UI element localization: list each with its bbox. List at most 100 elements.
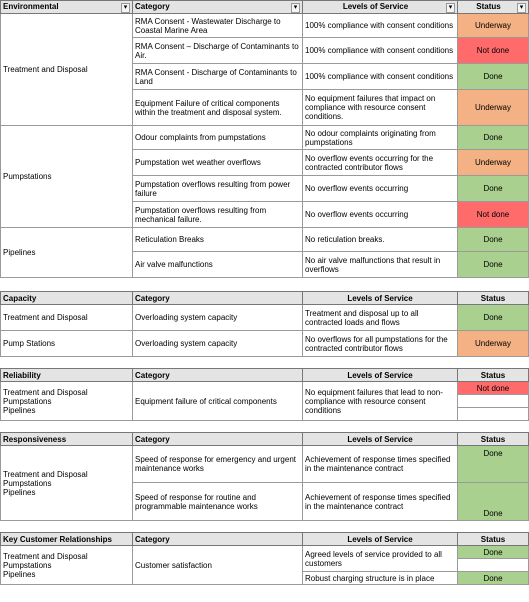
los-header: Levels of Service	[302, 368, 458, 382]
category-cell: Customer satisfaction	[132, 545, 303, 585]
environmental-title[interactable]: Environmental ▾	[0, 0, 133, 14]
table-row: Air valve malfunctions No air valve malf…	[1, 251, 529, 278]
group-pipelines: Pipelines	[0, 227, 133, 278]
los-cell: Treatment and disposal up to all contrac…	[302, 304, 458, 331]
capacity-title: Capacity	[0, 291, 133, 305]
responsiveness-header-row: Responsiveness Category Levels of Servic…	[0, 432, 529, 446]
spacer-row	[1, 421, 529, 433]
category-cell: Pumpstation overflows resulting from mec…	[132, 201, 303, 228]
table-row: Treatment and Disposal Pumpstations Pipe…	[0, 445, 529, 521]
table-row: Robust charging structure is in place Do…	[1, 571, 529, 585]
table-row: Treatment and Disposal RMA Consent - Was…	[0, 13, 529, 126]
category-cell: Reticulation Breaks	[132, 227, 303, 252]
category-cell: RMA Consent - Wastewater Discharge to Co…	[132, 13, 303, 38]
table-row: Pumpstations Odour complaints from pumps…	[0, 125, 529, 228]
los-header: Levels of Service	[302, 432, 458, 446]
area-list: Treatment and Disposal Pumpstations Pipe…	[0, 381, 133, 421]
spreadsheet: Environmental ▾ Category ▾ Levels of Servi…	[0, 0, 529, 585]
area-cell: Pump Stations	[0, 330, 133, 357]
capacity-header-row: Capacity Category Levels of Service Stat…	[0, 291, 529, 305]
spacer-row	[1, 521, 529, 533]
category-header: Category	[132, 532, 303, 546]
status-header: Status	[457, 291, 529, 305]
dropdown-filter-icon[interactable]: ▾	[517, 2, 526, 13]
category-cell: Speed of response for emergency and urge…	[132, 445, 303, 483]
area-item: Pumpstations	[3, 396, 52, 406]
status-badge: Not done	[457, 37, 529, 64]
table-row: Pump Stations Overloading system capacit…	[0, 330, 529, 357]
group-treatment: Treatment and Disposal	[0, 13, 133, 126]
table-row: Pipelines Reticulation Breaks No reticul…	[0, 227, 529, 278]
status-badge: Not done	[457, 381, 529, 395]
status-badge: Done	[457, 571, 529, 585]
area-item: Pumpstations	[3, 560, 52, 570]
status-badge: Underway	[457, 13, 529, 38]
customer-header-row: Key Customer Relationships Category Leve…	[0, 532, 529, 546]
area-list: Treatment and Disposal Pumpstations Pipe…	[0, 445, 133, 521]
spacer-row	[1, 357, 529, 369]
category-cell: Air valve malfunctions	[132, 251, 303, 278]
reliability-title: Reliability	[0, 368, 133, 382]
status-badge: Done	[457, 482, 529, 521]
status-badge: Done	[457, 304, 529, 331]
status-empty	[457, 558, 529, 572]
category-cell: Pumpstation overflows resulting from pow…	[132, 175, 303, 202]
category-cell: Overloading system capacity	[132, 330, 303, 357]
category-cell: Overloading system capacity	[132, 304, 303, 331]
los-header[interactable]: Levels of Service ▾	[302, 0, 458, 14]
category-header[interactable]: Category ▾	[132, 0, 303, 14]
area-item: Treatment and Disposal	[3, 469, 88, 479]
area-item: Treatment and Disposal	[3, 551, 88, 561]
category-cell: Pumpstation wet weather overflows	[132, 149, 303, 176]
status-header: Status	[457, 432, 529, 446]
table-row: Pumpstation wet weather overflows No ove…	[1, 149, 529, 176]
area-item: Treatment and Disposal	[3, 387, 88, 397]
area-list: Treatment and Disposal Pumpstations Pipe…	[0, 545, 133, 585]
los-cell: 100% compliance with consent conditions	[302, 37, 458, 64]
los-header: Levels of Service	[302, 291, 458, 305]
category-header: Category	[132, 432, 303, 446]
los-cell: No overflow events occurring for the con…	[302, 149, 458, 176]
reliability-header-row: Reliability Category Levels of Service S…	[0, 368, 529, 382]
customer-title: Key Customer Relationships	[0, 532, 133, 546]
category-cell: Speed of response for routine and progra…	[132, 482, 303, 521]
category-cell: Odour complaints from pumpstations	[132, 125, 303, 150]
responsiveness-title: Responsiveness	[0, 432, 133, 446]
area-item: Pumpstations	[3, 478, 52, 488]
category-header: Category	[132, 291, 303, 305]
spacer-row	[1, 278, 529, 292]
status-header: Status	[457, 532, 529, 546]
status-badge: Done	[457, 445, 529, 483]
status-badge: Underway	[457, 149, 529, 176]
status-badge: Underway	[457, 330, 529, 357]
los-cell: No equipment failures that impact on com…	[302, 89, 458, 126]
table-row: Equipment Failure of critical components…	[1, 89, 529, 126]
los-cell: No overflows for all pumpstations for th…	[302, 330, 458, 357]
dropdown-filter-icon[interactable]: ▾	[446, 2, 455, 13]
los-cell: No equipment failures that lead to non-c…	[302, 381, 458, 421]
table-row: Pumpstation overflows resulting from mec…	[1, 201, 529, 228]
area-item: Pipelines	[3, 487, 36, 497]
status-badge: Done	[457, 63, 529, 90]
status-badge: Done	[457, 251, 529, 278]
table-row: Treatment and Disposal Pumpstations Pipe…	[0, 381, 529, 421]
levels-of-service-table: Environmental ▾ Category ▾ Levels of Servi…	[0, 0, 529, 585]
dropdown-filter-icon[interactable]: ▾	[291, 2, 300, 13]
table-row: Treatment and Disposal Pumpstations Pipe…	[0, 545, 529, 585]
los-cell: No air valve malfunctions that result in…	[302, 251, 458, 278]
area-item: Pipelines	[3, 569, 36, 579]
los-cell: No odour complaints originating from pum…	[302, 125, 458, 150]
los-cell: 100% compliance with consent conditions	[302, 13, 458, 38]
group-pumpstations: Pumpstations	[0, 125, 133, 228]
los-cell: Agreed levels of service provided to all…	[302, 545, 458, 572]
los-cell: No overflow events occurring	[302, 175, 458, 202]
dropdown-filter-icon[interactable]: ▾	[121, 2, 130, 13]
category-cell: RMA Consent - Discharge of Contaminants …	[132, 63, 303, 90]
table-row: RMA Consent - Discharge of Contaminants …	[1, 63, 529, 90]
table-row	[1, 394, 529, 408]
los-cell: Achievement of response times specified …	[302, 445, 458, 483]
status-badge: Not done	[457, 201, 529, 228]
status-badge: Done	[457, 175, 529, 202]
status-header[interactable]: Status ▾	[457, 0, 529, 14]
status-empty	[457, 394, 529, 408]
